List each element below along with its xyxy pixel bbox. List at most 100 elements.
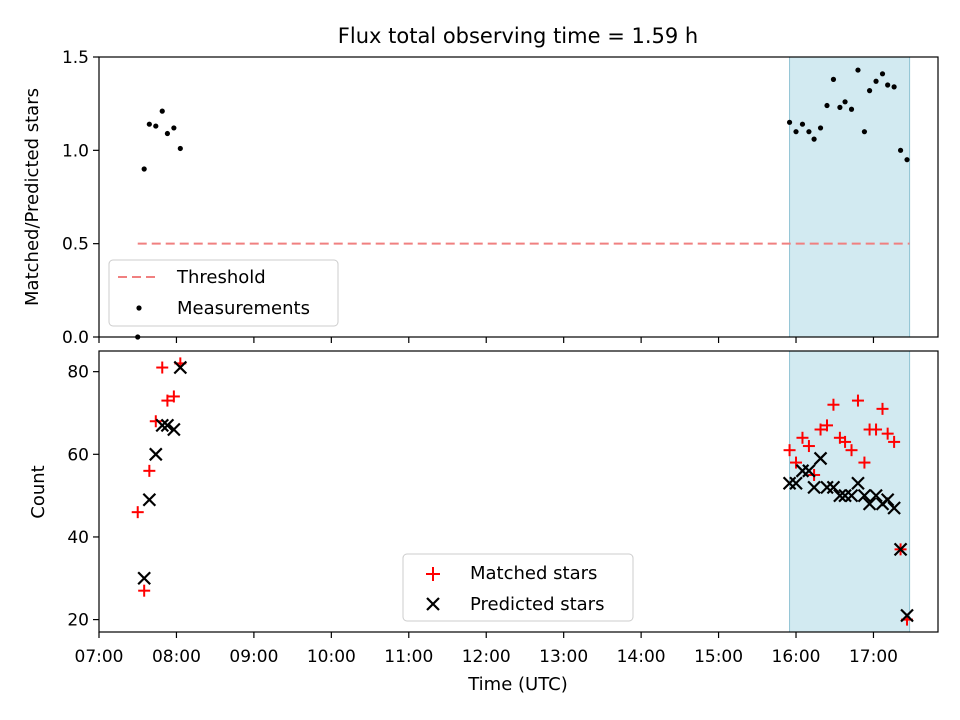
measurement-point bbox=[842, 99, 848, 105]
matched-point bbox=[802, 440, 815, 453]
bottom-y-tick-label: 20 bbox=[67, 611, 89, 631]
x-tick-label: 16:00 bbox=[772, 647, 821, 667]
predicted-point bbox=[851, 476, 865, 491]
predicted-point bbox=[844, 488, 859, 503]
measurement-point bbox=[897, 147, 904, 153]
top-y-tick-label: 1.5 bbox=[62, 48, 89, 68]
matched-point bbox=[790, 456, 803, 469]
matched-point bbox=[814, 423, 827, 436]
measurement-point bbox=[873, 78, 879, 84]
x-tick-label: 08:00 bbox=[152, 647, 201, 667]
legend-matched-label: Matched stars bbox=[470, 563, 597, 584]
measurement-point bbox=[866, 88, 873, 94]
measurement-point bbox=[861, 129, 868, 135]
top-legend-box bbox=[108, 259, 339, 327]
x-tick-label: 12:00 bbox=[462, 647, 511, 667]
measurement-point bbox=[837, 104, 843, 110]
predicted-point bbox=[167, 422, 181, 437]
measurement-point bbox=[891, 84, 897, 90]
predicted-point bbox=[826, 480, 841, 495]
matched-point bbox=[845, 444, 858, 457]
top-y-axis-label: Matched/Predicted stars bbox=[22, 88, 43, 306]
predicted-point bbox=[869, 488, 883, 503]
matched-point bbox=[783, 444, 796, 457]
top-axes-frame bbox=[98, 56, 939, 338]
predicted-points bbox=[137, 360, 914, 623]
legend-threshold-label: Threshold bbox=[176, 267, 266, 288]
measurement-point bbox=[885, 82, 891, 88]
predicted-point bbox=[137, 571, 151, 586]
top-y-tick-label: 0.0 bbox=[62, 328, 89, 348]
bottom-y-ticks: 20 40 60 80 bbox=[67, 363, 99, 631]
predicted-point bbox=[813, 451, 828, 466]
x-tick-label: 07:00 bbox=[75, 647, 124, 667]
predicted-point bbox=[857, 488, 872, 503]
predicted-point bbox=[833, 488, 847, 503]
measurement-points bbox=[135, 67, 910, 340]
predicted-point bbox=[887, 501, 901, 515]
predicted-point bbox=[155, 418, 170, 433]
bottom-x-ticks: 07:00 08:00 09:00 10:00 11:00 12:00 13:00 14:00… bbox=[75, 632, 898, 667]
measurement-point bbox=[153, 123, 159, 129]
x-axis-label: Time (UTC) bbox=[467, 674, 568, 695]
matched-point bbox=[131, 506, 144, 519]
x-tick-label: 10:00 bbox=[307, 647, 356, 667]
matched-point bbox=[156, 361, 169, 374]
top-y-tick-label: 0.5 bbox=[62, 235, 89, 255]
legend-predicted-swatch bbox=[426, 597, 440, 611]
matched-point bbox=[796, 431, 809, 444]
matched-point bbox=[870, 423, 883, 436]
measurement-point bbox=[879, 71, 886, 77]
matched-point bbox=[881, 427, 894, 440]
matched-point bbox=[888, 435, 901, 448]
x-tick-label: 11:00 bbox=[384, 647, 433, 667]
matched-point bbox=[839, 435, 852, 448]
bottom-y-tick-label: 40 bbox=[67, 528, 89, 548]
bottom-legend-box bbox=[402, 553, 634, 622]
x-tick-label: 17:00 bbox=[849, 647, 898, 667]
matched-point bbox=[138, 584, 151, 597]
measurement-point bbox=[177, 145, 183, 152]
legend-matched-swatch bbox=[426, 567, 440, 581]
measurement-point bbox=[855, 67, 861, 73]
matched-point bbox=[851, 394, 864, 407]
measurement-point bbox=[171, 125, 177, 131]
top-highlight-span bbox=[789, 56, 911, 338]
legend-measurements-swatch bbox=[136, 305, 142, 311]
measurement-point bbox=[848, 106, 855, 112]
matched-point bbox=[858, 456, 871, 469]
bottom-panel: 20 40 60 80 07:00 08:00 09:00 10:00 11:00 12:00 1… bbox=[28, 350, 939, 695]
x-tick-label: 13:00 bbox=[539, 647, 588, 667]
measurement-point bbox=[793, 129, 799, 135]
measurement-point bbox=[904, 157, 910, 163]
matched-point bbox=[167, 390, 180, 403]
matched-point bbox=[827, 398, 840, 411]
measurement-point bbox=[786, 119, 793, 125]
bottom-y-tick-label: 60 bbox=[67, 445, 89, 465]
measurement-point bbox=[817, 125, 824, 131]
chart-title: Flux total observing time = 1.59 h bbox=[338, 24, 698, 48]
matched-point bbox=[149, 415, 162, 428]
measurement-point bbox=[159, 108, 165, 114]
predicted-point bbox=[142, 492, 157, 507]
top-y-ticks: 0.0 0.5 1.0 1.5 bbox=[62, 48, 99, 348]
x-tick-label: 15:00 bbox=[694, 647, 743, 667]
measurement-point bbox=[811, 136, 817, 142]
x-tick-label: 09:00 bbox=[229, 647, 278, 667]
predicted-point bbox=[160, 418, 175, 433]
predicted-point bbox=[807, 480, 821, 495]
predicted-point bbox=[789, 476, 803, 491]
bottom-axes-frame bbox=[98, 350, 939, 633]
top-panel: 0.0 0.5 1.0 1.5 Matched/Predicted stars Thr… bbox=[22, 48, 939, 348]
top-y-tick-label: 1.0 bbox=[62, 141, 89, 161]
predicted-point bbox=[880, 492, 895, 507]
predicted-point bbox=[802, 464, 816, 478]
measurement-point bbox=[830, 76, 837, 82]
matched-point bbox=[876, 402, 889, 415]
x-tick-label: 14:00 bbox=[617, 647, 666, 667]
measurement-point bbox=[799, 121, 806, 127]
top-x-ticks bbox=[98, 337, 875, 343]
measurement-point bbox=[824, 102, 830, 109]
measurement-point bbox=[141, 166, 147, 172]
